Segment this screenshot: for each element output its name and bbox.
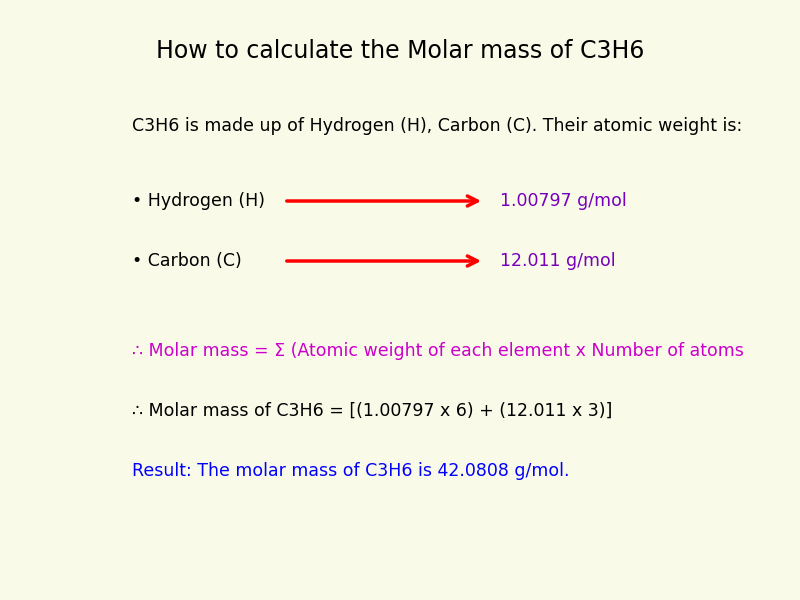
Text: How to calculate the Molar mass of C3H6: How to calculate the Molar mass of C3H6	[156, 39, 644, 63]
Text: C3H6 is made up of Hydrogen (H), Carbon (C). Their atomic weight is:: C3H6 is made up of Hydrogen (H), Carbon …	[132, 117, 742, 135]
Text: ∴ Molar mass = Σ (Atomic weight of each element x Number of atoms: ∴ Molar mass = Σ (Atomic weight of each …	[132, 342, 744, 360]
Text: Result: The molar mass of C3H6 is 42.0808 g/mol.: Result: The molar mass of C3H6 is 42.080…	[132, 462, 570, 480]
Text: ∴ Molar mass of C3H6 = [(1.00797 x 6) + (12.011 x 3)]: ∴ Molar mass of C3H6 = [(1.00797 x 6) + …	[132, 402, 612, 420]
Text: • Hydrogen (H): • Hydrogen (H)	[132, 192, 265, 210]
Text: • Carbon (C): • Carbon (C)	[132, 252, 242, 270]
Text: 12.011 g/mol: 12.011 g/mol	[500, 252, 616, 270]
Text: 1.00797 g/mol: 1.00797 g/mol	[500, 192, 626, 210]
